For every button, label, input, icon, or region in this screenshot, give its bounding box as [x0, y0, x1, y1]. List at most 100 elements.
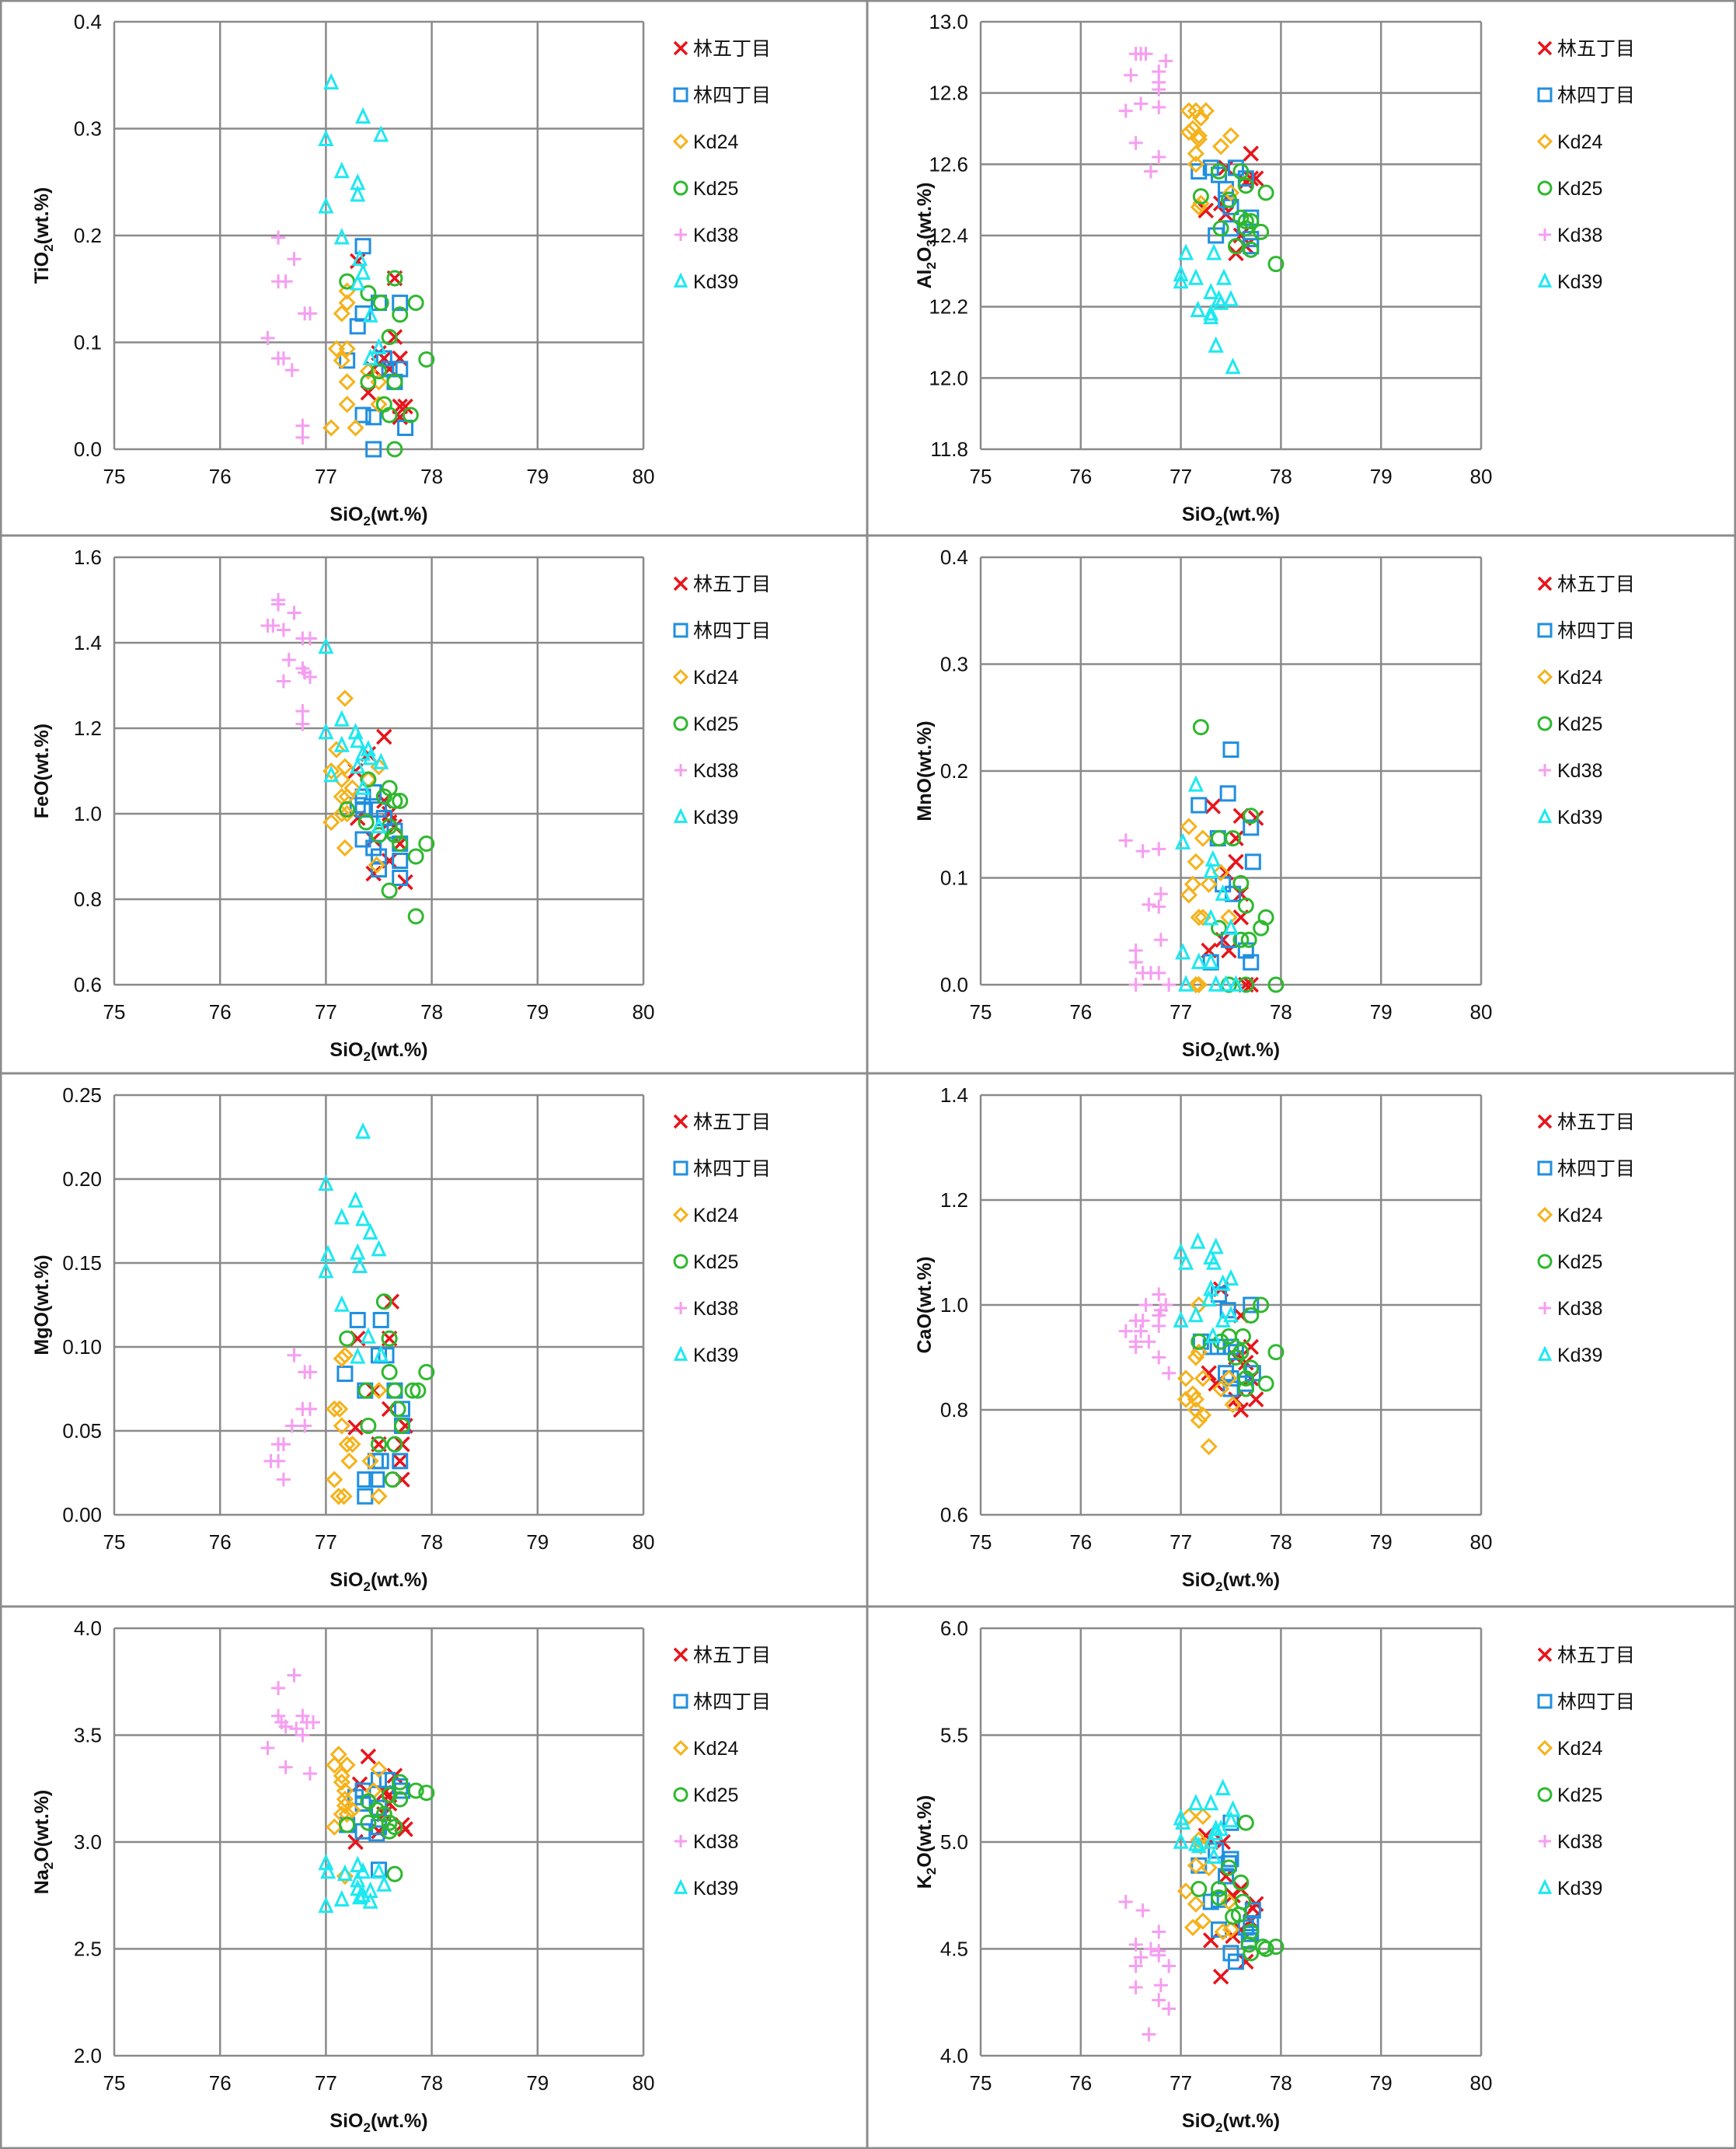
data-point: [1211, 1380, 1230, 1398]
x-tick-label: 77: [1170, 1530, 1192, 1554]
legend-item: Kd24: [1536, 131, 1602, 153]
data-point: [362, 305, 378, 323]
data-point: [284, 1418, 299, 1433]
data-point: [1222, 1810, 1239, 1828]
y-tick-label: 12.2: [929, 295, 968, 319]
data-point: [386, 1382, 403, 1399]
legend-item: 林四丁目: [673, 85, 771, 106]
data-point: [338, 1805, 356, 1823]
x-tick-label: 80: [633, 2071, 655, 2095]
data-point: [1257, 1941, 1274, 1957]
data-point: [336, 689, 354, 707]
data-point: [1215, 1778, 1231, 1795]
data-point: [1211, 1921, 1228, 1938]
data-point: [1206, 1847, 1222, 1864]
data-point: [354, 238, 371, 255]
series-plus: [260, 230, 317, 445]
data-point: [375, 1293, 392, 1310]
legend-marker-triangle-icon: [673, 1345, 688, 1361]
data-point: [392, 1453, 409, 1470]
y-tick-label: 12.4: [929, 224, 968, 247]
series-diamond: [1180, 818, 1238, 994]
legend-item: Kd39: [1537, 1878, 1602, 1900]
data-point: [1227, 1349, 1244, 1366]
data-point: [360, 771, 377, 788]
data-point: [1190, 1836, 1207, 1854]
data-point: [1194, 1807, 1212, 1826]
data-point: [350, 1870, 366, 1888]
data-point: [1240, 931, 1257, 948]
data-point: [360, 1748, 377, 1765]
legend-marker-plus-icon: [1539, 1835, 1551, 1847]
y-tick-label: 4.5: [940, 1938, 968, 1961]
data-point: [1208, 1819, 1224, 1837]
scatter-panel-6: 75 76 77 78 79 80 0.6 0.8 1.0 1.2 1.4 SiO2(wt.%) CaO…: [914, 1083, 1635, 1594]
data-point: [1200, 1438, 1218, 1456]
data-point: [1203, 307, 1219, 325]
data-point: [1234, 1328, 1251, 1345]
data-point: [360, 1418, 377, 1435]
data-point: [1202, 1893, 1219, 1910]
data-point: [336, 1867, 354, 1886]
legend-item: Kd38: [1539, 1298, 1602, 1320]
data-point: [302, 1767, 317, 1781]
data-point: [333, 770, 350, 789]
data-point: [1190, 797, 1208, 814]
x-tick-label: 78: [420, 465, 443, 488]
data-point: [1237, 220, 1254, 237]
data-point: [1190, 975, 1208, 994]
data-point: [295, 430, 310, 445]
x-tick-label: 75: [103, 1000, 126, 1024]
data-point: [295, 418, 310, 433]
x-tick-label: 80: [1470, 2071, 1493, 2095]
x-tick-label: 76: [209, 465, 232, 488]
y-axis-label: Na2O(wt.%): [31, 1790, 56, 1894]
data-point: [1222, 127, 1240, 145]
y-tick-label: 0.8: [940, 1398, 968, 1422]
data-point: [1190, 909, 1208, 926]
data-point: [1215, 268, 1232, 285]
data-point: [1152, 1319, 1166, 1333]
data-point: [1203, 861, 1219, 878]
data-point: [318, 1261, 334, 1279]
data-point: [339, 1816, 356, 1833]
legend-marker-plus-icon: [675, 229, 687, 241]
data-point: [1243, 241, 1260, 258]
x-tick-label: 75: [103, 2071, 126, 2095]
data-point: [1208, 1237, 1224, 1254]
data-point: [276, 1472, 291, 1487]
data-point: [1213, 293, 1229, 310]
data-point: [1237, 1370, 1254, 1387]
series-triangle: [318, 1122, 389, 1364]
data-point: [381, 1787, 398, 1803]
data-point: [1208, 975, 1224, 992]
data-point: [1128, 135, 1143, 150]
data-point: [368, 856, 385, 874]
legend-marker-x-icon: [673, 1647, 688, 1662]
data-point: [338, 373, 356, 391]
data-point: [1183, 1385, 1202, 1403]
data-point: [287, 1348, 302, 1362]
data-point: [1187, 775, 1204, 792]
data-point: [276, 623, 291, 637]
data-point: [347, 1419, 364, 1436]
data-point: [302, 1401, 317, 1416]
y-tick-label: 0.3: [940, 653, 968, 676]
x-tick-label: 80: [1470, 1530, 1493, 1554]
data-point: [338, 1436, 356, 1453]
data-point: [1227, 1344, 1244, 1361]
y-tick-label: 4.0: [940, 2044, 968, 2067]
data-point: [362, 748, 378, 766]
series-circle: [339, 270, 435, 458]
y-tick-label: 0.0: [74, 438, 102, 461]
data-point: [1175, 943, 1191, 960]
data-point: [1152, 150, 1166, 165]
data-point: [1187, 1834, 1204, 1851]
data-point: [373, 752, 389, 769]
legend-label: 林五丁目: [693, 38, 771, 60]
legend-item: Kd24: [672, 1205, 738, 1226]
data-point: [1215, 884, 1231, 901]
legend-label: Kd25: [1557, 178, 1602, 200]
